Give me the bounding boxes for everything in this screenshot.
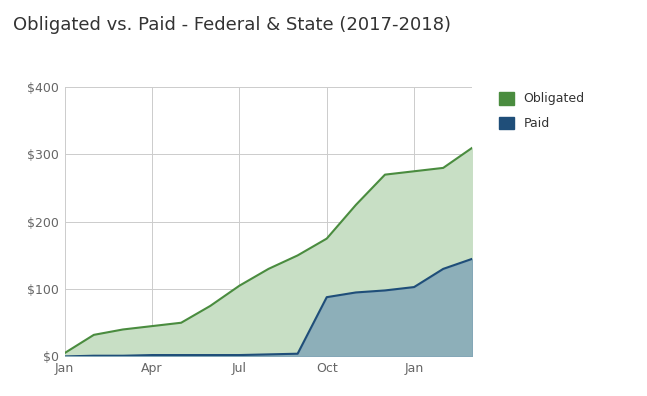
Text: Obligated vs. Paid - Federal & State (2017-2018): Obligated vs. Paid - Federal & State (20… — [13, 16, 451, 34]
Legend: Obligated, Paid: Obligated, Paid — [495, 88, 589, 134]
